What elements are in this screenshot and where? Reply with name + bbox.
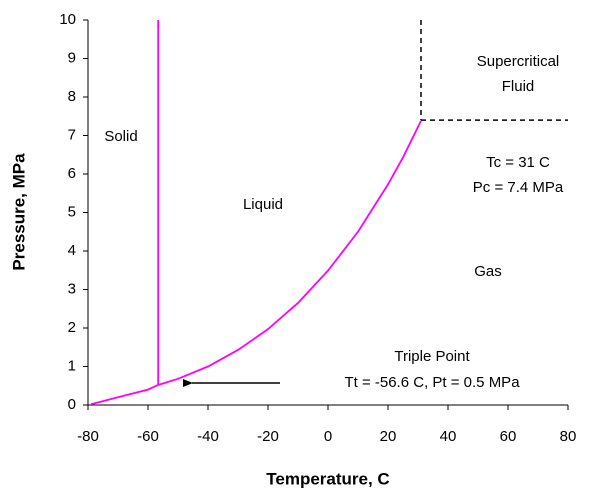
y-tick-label: 10 <box>59 11 76 28</box>
annotation: Pc = 7.4 MPa <box>473 179 564 196</box>
y-tick-label: 3 <box>68 280 76 297</box>
y-axis-title: Pressure, MPa <box>9 153 28 271</box>
annotation: Gas <box>474 263 502 280</box>
x-tick-label: -40 <box>197 428 219 445</box>
y-tick-label: 0 <box>68 396 76 413</box>
annotation: Supercritical <box>477 53 560 70</box>
annotation: Solid <box>104 128 137 145</box>
x-tick-label: -60 <box>137 428 159 445</box>
annotation: Liquid <box>243 196 283 213</box>
y-tick-label: 7 <box>68 126 76 143</box>
annotation: Triple Point <box>394 348 470 365</box>
annotation: Fluid <box>502 78 535 95</box>
phase-line <box>90 120 422 406</box>
x-tick-label: 60 <box>500 428 517 445</box>
x-tick-label: -80 <box>77 428 99 445</box>
annotation: Tt = -56.6 C, Pt = 0.5 MPa <box>344 374 520 391</box>
annotation: Tc = 31 C <box>486 154 550 171</box>
y-tick-label: 6 <box>68 165 76 182</box>
y-tick-label: 2 <box>68 319 76 336</box>
y-tick-label: 4 <box>68 242 76 259</box>
x-tick-label: -20 <box>257 428 279 445</box>
y-tick-label: 5 <box>68 203 76 220</box>
x-tick-label: 80 <box>560 428 577 445</box>
x-tick-label: 20 <box>380 428 397 445</box>
y-tick-label: 9 <box>68 49 76 66</box>
y-tick-label: 8 <box>68 88 76 105</box>
x-tick-label: 40 <box>440 428 457 445</box>
x-tick-label: 0 <box>324 428 332 445</box>
y-tick-label: 1 <box>68 357 76 374</box>
x-axis-title: Temperature, C <box>266 469 389 488</box>
